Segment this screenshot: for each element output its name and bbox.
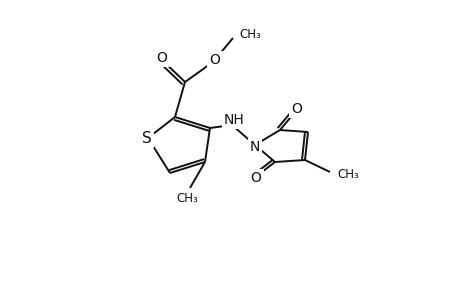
Text: O: O bbox=[250, 171, 261, 185]
Text: NH: NH bbox=[223, 113, 244, 127]
Text: S: S bbox=[142, 130, 151, 146]
Text: N: N bbox=[249, 140, 260, 154]
Text: CH₃: CH₃ bbox=[336, 167, 358, 181]
Text: O: O bbox=[209, 53, 220, 67]
Text: O: O bbox=[156, 51, 167, 65]
Text: O: O bbox=[291, 102, 302, 116]
Text: CH₃: CH₃ bbox=[239, 28, 260, 40]
Text: CH₃: CH₃ bbox=[176, 191, 197, 205]
